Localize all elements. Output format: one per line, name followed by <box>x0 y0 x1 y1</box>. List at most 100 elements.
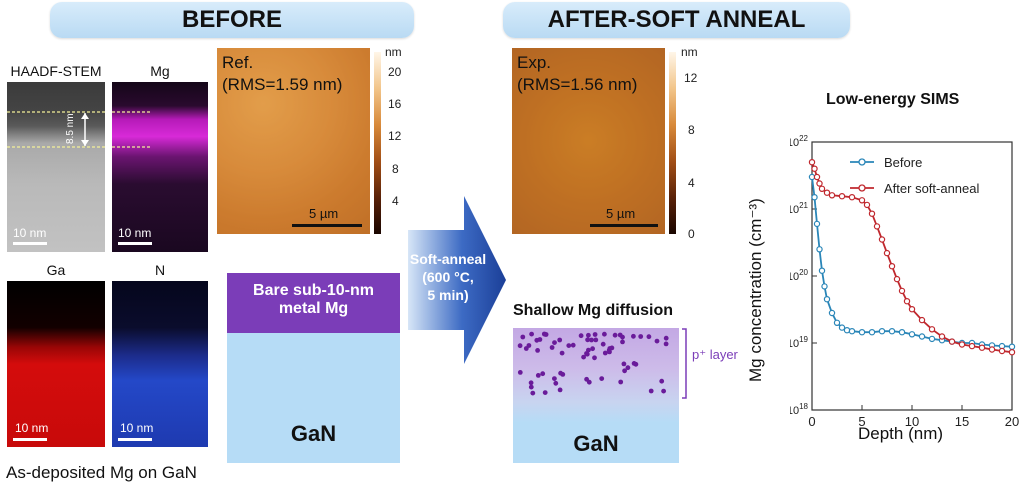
haadf-stem-image: 8.5 nm 10 nm <box>7 82 105 252</box>
sims-data-point <box>978 344 986 351</box>
mg-dopant-dot <box>620 334 625 340</box>
sims-data-point <box>863 201 871 209</box>
ga-map-label: Ga <box>46 262 66 278</box>
afm-ref-tick-12: 12 <box>388 129 402 143</box>
p-layer-label: p⁺ layer <box>692 347 738 362</box>
sims-data-point <box>903 297 911 305</box>
metal-layer-line1: Bare sub-10-nm <box>253 282 374 299</box>
mg-dopant-dot <box>517 343 523 349</box>
afm-exp-title: Exp. (RMS=1.56 nm) <box>517 52 637 96</box>
afm-ref-colorbar <box>374 52 381 234</box>
mg-dopant-dot <box>520 334 526 340</box>
mg-map-image: 10 nm <box>112 82 208 252</box>
mg-dopant-dot <box>540 371 546 377</box>
mg-dopant-dot <box>618 379 624 385</box>
mg-dopant-dot <box>578 333 584 339</box>
mg-dopant-dot <box>541 331 547 337</box>
mg-dopant-dot <box>537 337 543 342</box>
afm-ref-title: Ref. (RMS=1.59 nm) <box>222 52 342 96</box>
sims-xtick-label: 0 <box>808 414 815 428</box>
sims-data-point <box>948 338 956 345</box>
sims-title: Low-energy SIMS <box>826 91 960 108</box>
tem-caption: As-deposited Mg on GaN <box>6 463 197 482</box>
sims-data-point <box>868 328 876 336</box>
afm-exp-colorbar <box>669 52 676 234</box>
mg-dopant-dots <box>517 331 669 396</box>
mg-dopant-dot <box>592 355 597 361</box>
sims-series-line <box>811 176 1013 348</box>
mg-dopant-dot <box>585 337 590 343</box>
mg-dopant-dot <box>517 370 523 375</box>
sims-ytick-label: 1022 <box>790 134 809 149</box>
sims-data-point <box>838 192 846 200</box>
sims-data-point <box>873 223 881 230</box>
afm-ref-tick-8: 8 <box>392 162 399 176</box>
sims-data-point <box>868 210 876 217</box>
sims-data-point <box>823 295 831 303</box>
sims-xtick-label: 15 <box>955 414 969 428</box>
mg-dopant-dot <box>631 361 637 366</box>
afm-exp-tick-4: 4 <box>688 176 695 190</box>
mg-dopant-dot <box>663 335 669 341</box>
mg-dopant-dot <box>528 384 534 390</box>
mg-dopant-dot <box>625 365 631 371</box>
sims-data-point <box>898 287 906 295</box>
afm-exp-tick-12: 12 <box>684 71 698 85</box>
mg-dopant-dot <box>530 390 536 396</box>
sims-data-point <box>908 305 916 313</box>
mg-dopant-dot <box>602 350 608 356</box>
mg-dopant-dot <box>589 337 594 343</box>
n-map-label: N <box>154 262 166 278</box>
mg-dopant-dot <box>600 341 606 347</box>
sims-data-point <box>818 267 826 274</box>
mg-dopant-dot <box>535 373 541 378</box>
sims-data-point <box>998 347 1006 355</box>
mg-dopant-dot <box>566 343 572 348</box>
sims-xtick-label: 20 <box>1005 414 1019 428</box>
afm-exp-tick-8: 8 <box>688 123 695 137</box>
sims-data-point <box>908 331 916 338</box>
mg-dopant-dot <box>638 334 644 339</box>
mg-dopant-dot <box>557 337 563 343</box>
sims-data-point <box>816 246 823 253</box>
sims-legend-label: After soft-anneal <box>884 181 979 196</box>
mg-scale-label: 10 nm <box>118 226 152 240</box>
sims-data-point <box>968 342 976 350</box>
mg-dopant-dot <box>529 331 534 337</box>
mg-dopant-dot <box>646 334 652 340</box>
afm-ref-tick-16: 16 <box>388 97 402 111</box>
sims-data-point <box>888 327 896 335</box>
mg-dopant-dot <box>648 388 654 394</box>
sims-data-point <box>958 341 966 348</box>
mg-dopant-dot <box>659 378 665 384</box>
gan-label-before: GaN <box>290 421 337 446</box>
afm-exp-line1: Exp. <box>517 53 552 72</box>
afm-ref-scale-label: 5 µm <box>309 206 339 221</box>
metal-layer: Bare sub-10-nm metal Mg <box>227 273 400 333</box>
sims-data-point <box>938 333 946 340</box>
afm-exp-unit: nm <box>681 45 698 59</box>
sims-ylabel: Mg concentration (cm⁻³) <box>746 198 765 382</box>
mg-dopant-dot <box>586 332 591 338</box>
afm-exp-rms: (RMS=1.56 nm) <box>517 75 638 94</box>
afm-ref-image: Ref. (RMS=1.59 nm) 5 µm <box>217 48 370 234</box>
sims-data-point <box>813 220 821 228</box>
n-scale-label: 10 nm <box>120 421 154 435</box>
mg-dopant-dot <box>654 338 660 344</box>
sims-legend-label: Before <box>884 155 922 170</box>
afm-ref-tick-20: 20 <box>388 65 402 79</box>
mg-dopant-dot <box>559 350 565 356</box>
n-map-image: 10 nm <box>112 281 208 447</box>
sims-xtick-label: 10 <box>905 414 919 428</box>
sims-data-point <box>828 192 836 199</box>
sims-data-point <box>818 185 826 193</box>
mg-dopant-dot <box>586 347 591 353</box>
haadf-label: HAADF-STEM <box>10 63 102 79</box>
mg-dopant-dot <box>592 332 598 337</box>
p-layer-bracket <box>682 328 687 399</box>
sims-data-point <box>918 316 926 324</box>
mg-dopant-dot <box>661 388 666 394</box>
sims-data-point <box>843 326 851 334</box>
